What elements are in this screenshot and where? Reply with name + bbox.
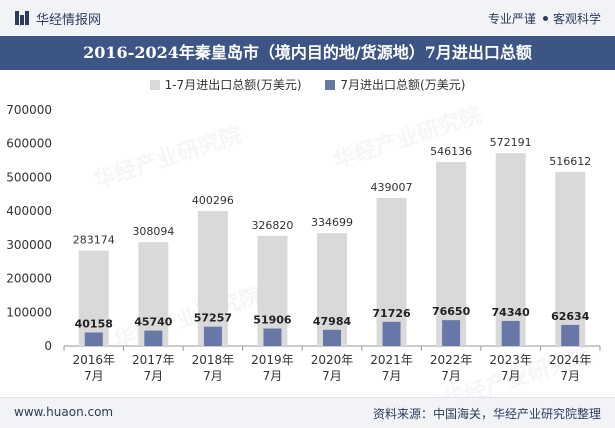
bar-july [263,328,282,346]
tagline-right: 客观科学 [552,12,601,26]
data-label-ytd: 546136 [430,145,472,158]
bar-chart: 0 100000 200000 300000 400000 500000 600000 700… [6,103,601,383]
site-url: www.huaon.com [14,405,114,419]
x-tick-label-month: 7月 [382,369,402,383]
header-bar: 华经情报网 专业严谨 客观科学 [0,0,615,37]
bar-ytd [78,250,109,346]
data-label-july: 51906 [253,314,292,327]
y-tick-label: 0 [44,339,52,353]
x-tick-label-month: 7月 [84,369,104,383]
bar-july [382,321,401,346]
brand-name: 华经情报网 [36,13,102,28]
bar-july [501,320,520,346]
bar-july [442,320,461,346]
y-tick-label: 300000 [6,238,52,252]
bar-ytd [197,211,228,346]
bar-ytd [376,197,407,346]
y-tick-label: 400000 [6,204,52,218]
bar-ytd [495,153,526,346]
bar-ytd [436,161,467,346]
y-tick-label: 700000 [6,103,52,117]
bar-july [84,332,103,346]
y-tick-label: 100000 [6,305,52,319]
title-bar: 2016-2024年秦皇岛市（境内目的地/货源地）7月进出口总额 [0,36,615,70]
footer-bar: www.huaon.com 资料来源：中国海关，华经产业研究院整理 [0,397,615,428]
bar-july [323,329,341,346]
legend-swatch-july [325,80,336,90]
data-label-ytd: 572191 [490,136,532,149]
bar-july [561,324,580,346]
y-tick-label: 200000 [6,272,52,286]
data-label-ytd: 308094 [132,225,174,238]
bar-july [203,326,222,346]
x-tick-label-year: 2020年 [311,353,354,367]
data-label-july: 57257 [194,312,232,325]
legend-label-july: 7月进出口总额(万美元) [340,78,466,92]
x-tick-label-month: 7月 [560,369,580,383]
x-tick-label-month: 7月 [322,369,342,383]
bar-ytd [555,171,586,346]
bar-ytd [257,235,288,346]
x-tick-label-month: 7月 [144,369,164,383]
x-tick-label-month: 7月 [203,369,223,383]
data-label-ytd: 439007 [371,181,413,194]
data-label-ytd: 516612 [549,155,591,168]
source-note: 资料来源：中国海关，华经产业研究院整理 [372,407,601,421]
brand-logo-icon [15,11,29,25]
data-label-july: 76650 [432,305,471,318]
x-tick-label-year: 2023年 [489,353,532,367]
x-tick-label-year: 2022年 [430,353,473,367]
x-tick-label-month: 7月 [263,369,283,383]
data-label-july: 40158 [75,317,113,330]
data-label-july: 45740 [134,316,173,329]
tagline: 专业严谨 客观科学 [488,10,601,27]
data-label-july: 74340 [492,306,531,319]
x-tick-label-year: 2024年 [549,353,592,367]
y-tick-label: 600000 [6,137,52,151]
data-label-july: 47984 [313,315,352,328]
bar-july [144,330,163,346]
data-label-ytd: 326820 [251,219,293,232]
bullet-dot-icon [542,16,548,21]
x-tick-label-month: 7月 [501,369,521,383]
tagline-left: 专业严谨 [487,12,536,26]
x-tick-label-year: 2019年 [251,353,294,367]
bar-ytd [138,242,169,346]
data-label-ytd: 283174 [73,234,115,247]
legend-label-ytd: 1-7月进出口总额(万美元) [164,78,302,92]
data-label-ytd: 334699 [311,216,353,229]
x-tick-label-year: 2017年 [132,353,175,367]
bar-ytd [317,233,347,346]
x-tick-label-year: 2021年 [370,353,413,367]
legend-item-ytd: 1-7月进出口总额(万美元) [149,76,302,93]
legend-item-july: 7月进出口总额(万美元) [325,76,465,93]
data-label-july: 71726 [372,307,411,320]
chart-title: 2016-2024年秦皇岛市（境内目的地/货源地）7月进出口总额 [83,43,532,62]
x-tick-label-year: 2016年 [73,353,116,367]
legend-swatch-ytd [149,80,160,90]
data-label-ytd: 400296 [192,194,234,207]
x-tick-label-year: 2018年 [192,353,235,367]
x-tick-label-month: 7月 [441,369,461,383]
y-tick-label: 500000 [6,170,52,184]
chart-legend: 1-7月进出口总额(万美元) 7月进出口总额(万美元) [0,76,615,94]
data-label-july: 62634 [551,310,590,323]
